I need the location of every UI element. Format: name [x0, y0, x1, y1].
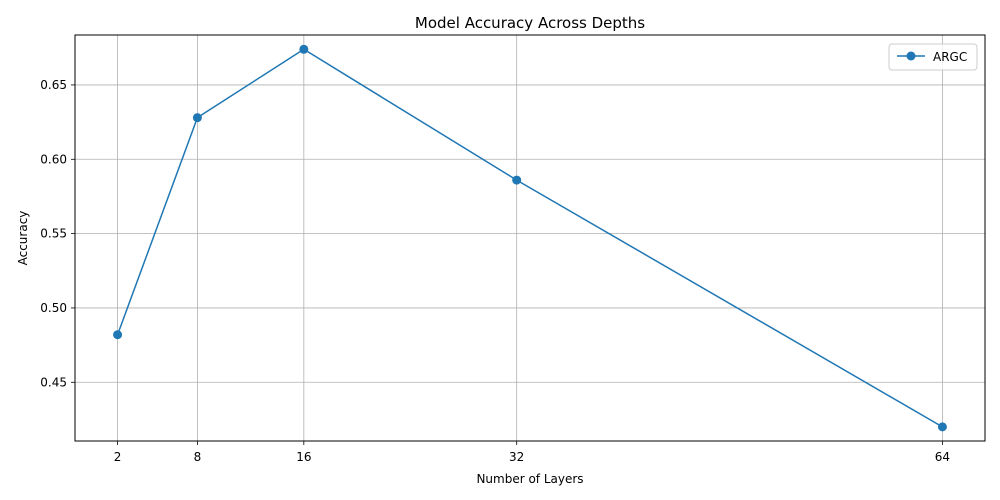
grid-lines: [75, 35, 985, 441]
x-tick-label: 16: [296, 450, 311, 464]
data-point: [299, 44, 309, 54]
y-axis-label: Accuracy: [16, 211, 30, 266]
y-tick-label: 0.50: [40, 301, 67, 315]
y-tick-label: 0.60: [40, 152, 67, 166]
y-tick-label: 0.65: [40, 78, 67, 92]
legend-frame: [888, 43, 978, 71]
x-axis: 2 8 16 32 64: [114, 441, 950, 464]
legend-label-argc: ARGC: [933, 50, 967, 64]
x-tick-label: 2: [114, 450, 122, 464]
legend-marker-argc: [906, 51, 916, 61]
series-layer: [113, 44, 947, 432]
data-point: [937, 422, 947, 432]
y-tick-label: 0.45: [40, 375, 67, 389]
plot-frame: [74, 34, 986, 442]
data-point: [512, 175, 522, 185]
x-axis-label: Number of Layers: [476, 472, 583, 486]
chart-title: Model Accuracy Across Depths: [415, 14, 645, 32]
legend: ARGC: [888, 43, 978, 71]
data-point: [192, 113, 202, 123]
y-axis: 0.45 0.50 0.55 0.60 0.65: [40, 78, 75, 389]
x-tick-label: 32: [509, 450, 524, 464]
data-point: [113, 330, 123, 340]
y-tick-label: 0.55: [40, 227, 67, 241]
series-line-argc: [116, 48, 943, 428]
x-tick-label: 8: [194, 450, 202, 464]
x-tick-label: 64: [935, 450, 950, 464]
